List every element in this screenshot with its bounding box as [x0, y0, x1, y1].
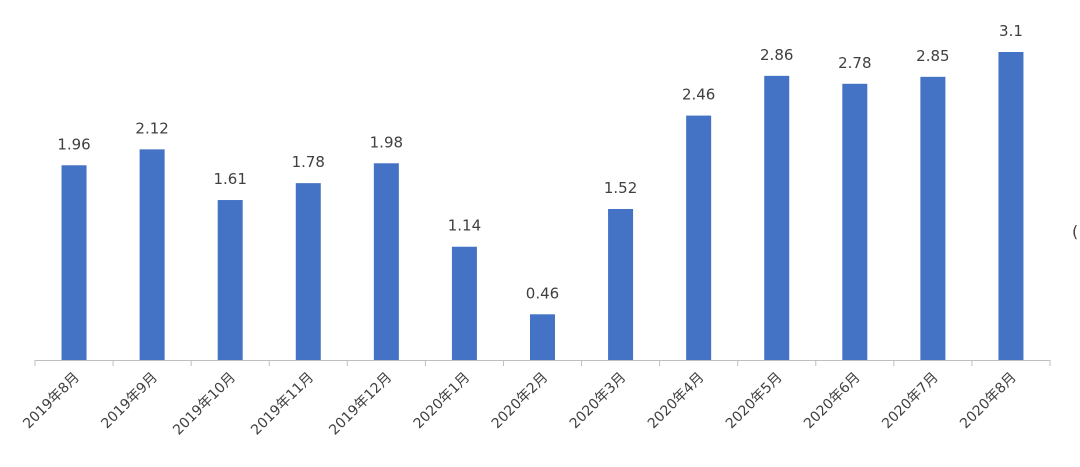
- bar: [686, 115, 712, 360]
- x-axis-category-label: 2019年12月: [326, 370, 395, 439]
- x-axis-category-label: 2020年2月: [489, 370, 552, 433]
- bar: [608, 208, 634, 360]
- bar: [842, 83, 868, 360]
- bar: [295, 183, 321, 360]
- bar: [373, 163, 399, 360]
- bar-value-label: 1.14: [448, 217, 481, 235]
- x-axis-category-label: 2020年3月: [567, 370, 630, 433]
- bar: [61, 165, 87, 360]
- value-labels-group: 1.96 2.12 1.61 1.78 1.98 1.14 0.46 1.52 2.46 2.86…: [57, 22, 1023, 302]
- x-axis-category-label: 2019年9月: [98, 370, 161, 433]
- bar-value-label: 1.98: [370, 133, 403, 151]
- bars-group: [61, 52, 1024, 361]
- bar-value-label: 1.96: [57, 135, 90, 153]
- category-labels-group: 2019年8月 2019年9月 2019年10月 2019年11月 2019年12月 20…: [20, 370, 1020, 439]
- clipped-edge-glyph: (: [1072, 222, 1079, 241]
- bar: [920, 76, 946, 360]
- bar-value-label: 2.12: [135, 119, 168, 137]
- bar-value-label: 1.61: [213, 170, 246, 188]
- bar-value-label: 3.1: [999, 22, 1023, 40]
- bar-value-label: 1.78: [292, 153, 325, 171]
- x-axis-category-label: 2020年8月: [957, 370, 1020, 433]
- bar-value-label: 0.46: [526, 284, 559, 302]
- bar-value-label: 2.46: [682, 86, 715, 104]
- bar-value-label: 1.52: [604, 179, 637, 197]
- bar: [139, 149, 165, 360]
- x-axis-ticks-group: [34, 360, 1051, 366]
- x-axis-category-label: 2020年5月: [723, 370, 786, 433]
- x-axis-category-label: 2020年7月: [879, 370, 942, 433]
- bar-value-label: 2.78: [838, 54, 871, 72]
- x-axis-category-label: 2020年6月: [801, 370, 864, 433]
- bar: [451, 246, 477, 360]
- x-axis-category-label: 2019年10月: [170, 370, 239, 439]
- x-axis-category-label: 2020年1月: [411, 370, 474, 433]
- bar-value-label: 2.86: [760, 46, 793, 64]
- bar-value-label: 2.85: [916, 47, 949, 65]
- x-axis-category-label: 2019年11月: [248, 370, 317, 439]
- bar: [530, 314, 555, 360]
- x-axis-category-label: 2020年4月: [645, 370, 708, 433]
- x-axis-category-label: 2019年8月: [20, 370, 83, 433]
- bar: [998, 52, 1024, 360]
- bar: [217, 200, 243, 360]
- bar: [764, 75, 790, 361]
